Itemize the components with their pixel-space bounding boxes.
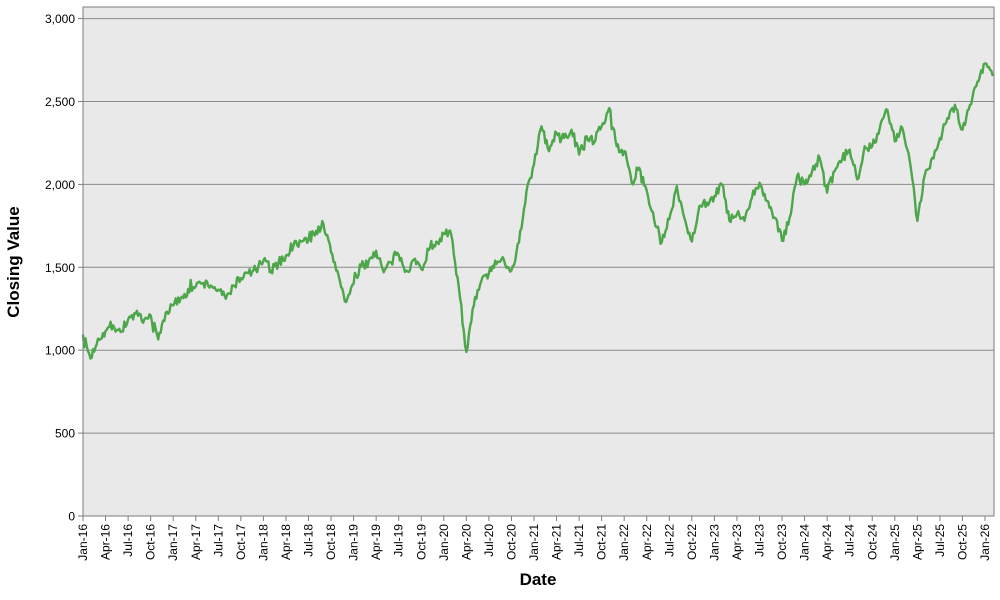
y-tick-label: 1,000 — [45, 344, 75, 358]
x-tick-label: Jul-24 — [843, 524, 857, 557]
x-tick-label: Apr-17 — [189, 524, 203, 560]
x-tick-label: Jul-16 — [121, 524, 135, 557]
y-tick-label: 500 — [55, 427, 75, 441]
y-tick-label: 1,500 — [45, 261, 75, 275]
closing-value-series-line — [81, 62, 994, 360]
x-tick-label: Apr-20 — [459, 524, 473, 560]
x-tick-label: Jan-17 — [166, 524, 180, 561]
x-tick-label: Jan-23 — [707, 524, 721, 561]
x-tick-label: Jul-20 — [482, 524, 496, 557]
x-tick-label: Oct-24 — [865, 524, 879, 560]
x-axis-title: Date — [520, 570, 557, 589]
x-tick-label: Jan-26 — [978, 524, 992, 561]
x-tick-label: Oct-18 — [324, 524, 338, 560]
y-tick-label: 3,000 — [45, 12, 75, 26]
x-tick-label: Jul-22 — [662, 524, 676, 557]
x-tick-label: Apr-19 — [369, 524, 383, 560]
x-tick-label: Jan-19 — [347, 524, 361, 561]
x-tick-label: Oct-20 — [504, 524, 518, 560]
x-tick-label: Apr-22 — [640, 524, 654, 560]
plot-area — [83, 7, 994, 516]
tick-marks — [78, 18, 986, 521]
x-axis-tick-labels: Jan-16 Apr-16 Jul-16 Oct-16 Jan-17 Apr-17 Jul-… — [76, 524, 992, 561]
x-tick-label: Jul-18 — [302, 524, 316, 557]
y-tick-label: 2,500 — [45, 95, 75, 109]
x-tick-label: Jan-25 — [888, 524, 902, 561]
x-tick-label: Oct-16 — [144, 524, 158, 560]
x-tick-label: Jan-16 — [76, 524, 90, 561]
series-group — [81, 62, 994, 360]
x-tick-label: Jan-18 — [256, 524, 270, 561]
x-tick-label: Jan-24 — [798, 524, 812, 561]
x-tick-label: Apr-16 — [99, 524, 113, 560]
y-tick-label: 2,000 — [45, 178, 75, 192]
x-tick-label: Oct-19 — [414, 524, 428, 560]
x-tick-label: Jan-20 — [437, 524, 451, 561]
x-tick-label: Jan-21 — [527, 524, 541, 561]
x-tick-label: Apr-18 — [279, 524, 293, 560]
x-tick-label: Oct-25 — [955, 524, 969, 560]
plot-border — [82, 6, 995, 517]
x-tick-label: Jul-23 — [753, 524, 767, 557]
x-tick-label: Apr-25 — [910, 524, 924, 560]
x-tick-label: Jul-19 — [392, 524, 406, 557]
gridlines — [83, 18, 994, 434]
y-tick-label: 0 — [68, 510, 75, 524]
x-tick-label: Jul-17 — [211, 524, 225, 557]
x-tick-label: Oct-23 — [775, 524, 789, 560]
x-tick-label: Jul-21 — [572, 524, 586, 557]
x-tick-label: Apr-21 — [550, 524, 564, 560]
y-axis-title: Closing Value — [4, 206, 23, 317]
x-tick-label: Oct-17 — [234, 524, 248, 560]
x-tick-label: Jan-22 — [617, 524, 631, 561]
x-tick-label: Apr-23 — [730, 524, 744, 560]
x-tick-label: Oct-21 — [595, 524, 609, 560]
x-tick-label: Apr-24 — [820, 524, 834, 560]
x-tick-label: Jul-25 — [933, 524, 947, 557]
y-axis-tick-labels: 0 500 1,000 1,500 2,000 2,500 3,000 — [45, 12, 75, 523]
x-tick-label: Oct-22 — [685, 524, 699, 560]
